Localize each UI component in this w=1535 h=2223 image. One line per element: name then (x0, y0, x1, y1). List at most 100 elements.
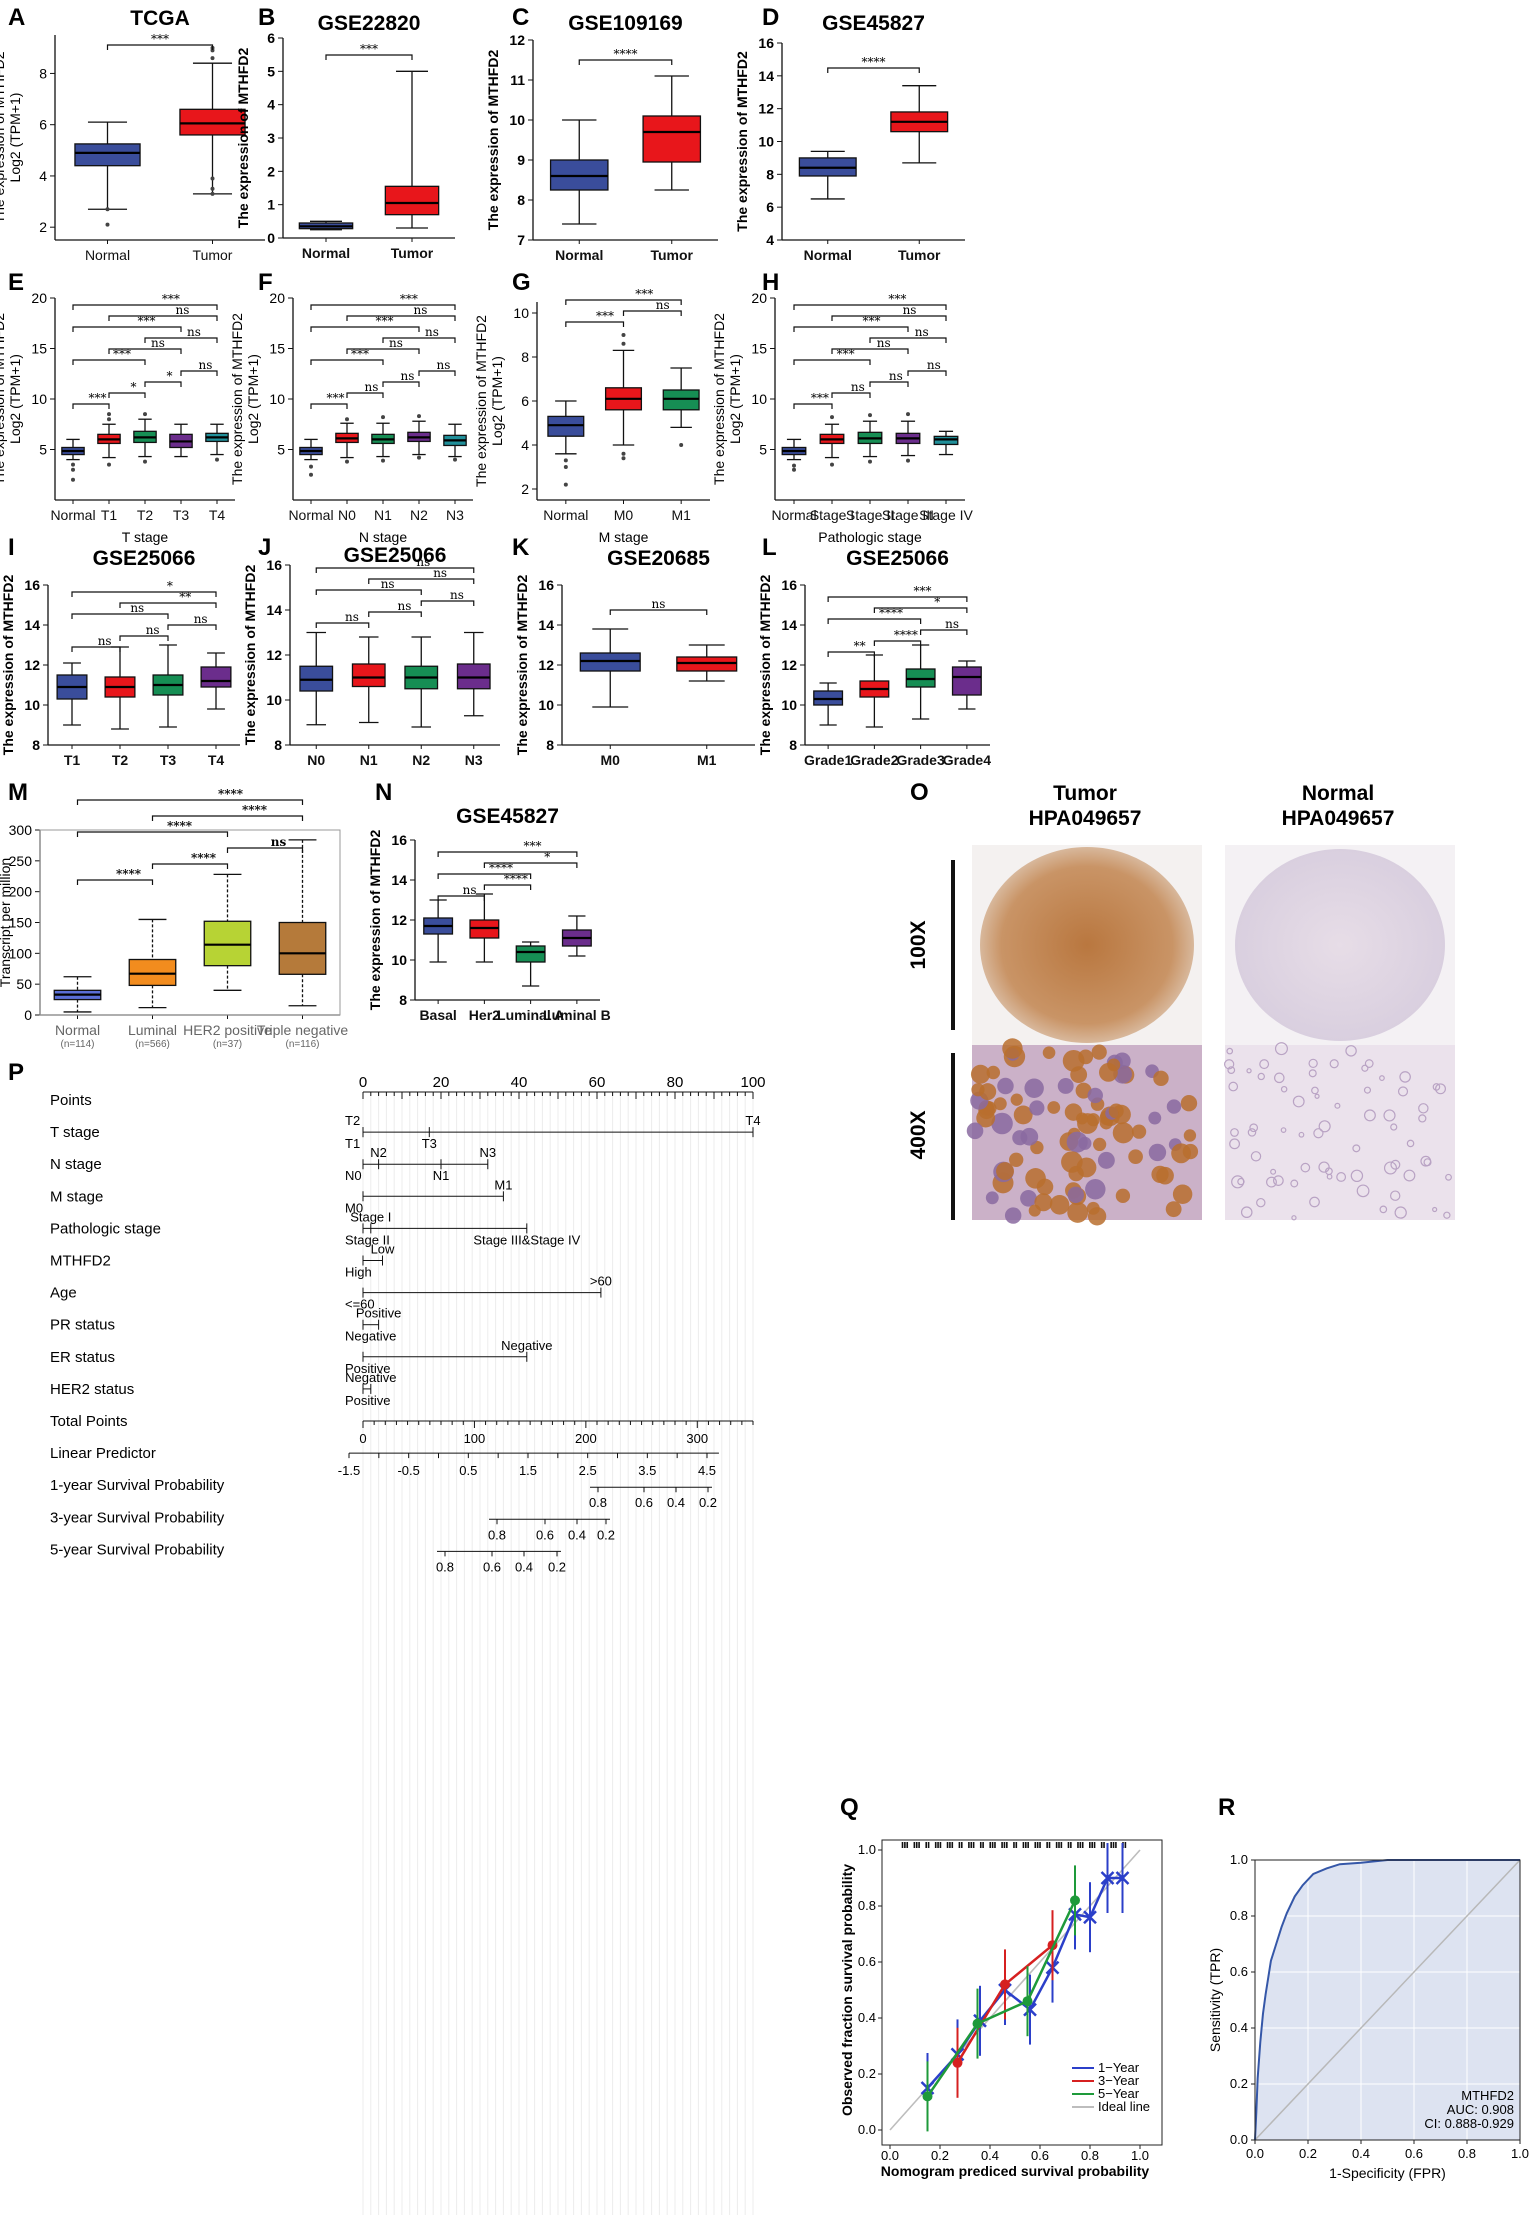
sig-label: ns (146, 623, 160, 637)
tumor-title: Tumor (1053, 782, 1117, 805)
normal-antibody-id: HPA049657 (1282, 807, 1395, 830)
outlier-point (563, 482, 568, 487)
x-tick-label: T1 (101, 507, 118, 523)
sig-bracket (382, 381, 420, 387)
tumor-nucleus (1112, 1122, 1134, 1144)
panel-letter-a: A (8, 4, 25, 31)
y-tick-label: 10 (758, 134, 774, 150)
chart-panel-c: GSE109169 7 8 9 10 11 12 The expression of MTHF… (485, 12, 718, 263)
nomogram-row-label: Points (50, 1092, 92, 1109)
x-tick-label: Grade1 (804, 752, 852, 768)
x-tick-label: 0.4 (981, 2148, 999, 2163)
y-tick-label: 16 (266, 557, 282, 573)
normal-cell (1345, 1045, 1357, 1057)
points-tick-label: 100 (740, 1074, 765, 1091)
normal-cell (1397, 1086, 1409, 1097)
x-tick-label: N0 (338, 507, 356, 523)
x-tick-label: N3 (465, 752, 483, 768)
y-axis-label: Sensitivity (TPR) (1207, 1948, 1223, 2052)
normal-cell (1237, 1177, 1245, 1186)
n-label: (n=116) (285, 1039, 319, 1050)
series-point (1115, 1871, 1130, 1885)
sig-bracket (310, 403, 348, 409)
y-axis-label: The expression of MTHFD2 (473, 315, 489, 487)
x-tick-label: M0 (601, 752, 621, 768)
sig-label: *** (400, 292, 418, 306)
sig-bracket (144, 381, 182, 387)
panel-letter-p: P (8, 1059, 24, 1086)
x-tick-label: Her2 (469, 1007, 500, 1023)
chart-title: TCGA (130, 7, 190, 30)
sig-bracket (151, 815, 304, 821)
tumor-nucleus (1034, 1193, 1053, 1212)
series-point (1000, 1979, 1010, 1990)
nomogram-row-label: M stage (50, 1188, 103, 1205)
sig-label: **** (218, 787, 244, 801)
tumor-nucleus (1064, 1103, 1083, 1121)
x-tick-label: M0 (614, 507, 634, 523)
normal-cell (1379, 1205, 1388, 1214)
sig-bracket (315, 589, 422, 595)
normal-cell (1361, 1064, 1369, 1072)
y-tick-label: 20 (751, 290, 767, 306)
y-tick-label: 0.8 (1230, 1908, 1248, 1923)
tumor-nucleus (1013, 1105, 1033, 1125)
normal-cell (1418, 1114, 1427, 1123)
sig-label: **** (614, 47, 638, 61)
sig-bracket (167, 624, 217, 630)
chart-panel-j: GSE25066 8 10 12 14 16 The expression of MTHFD… (242, 544, 500, 768)
x-tick-label: 1.0 (1511, 2146, 1529, 2161)
tumor-nucleus (1010, 1093, 1023, 1106)
y-tick-label: 8 (517, 192, 525, 208)
panel-letter-e: E (8, 269, 24, 296)
sig-bracket (108, 348, 182, 354)
box (128, 958, 177, 987)
normal-cell (1443, 1211, 1451, 1219)
sig-bracket (869, 381, 909, 387)
panel-letter-q: Q (840, 1794, 859, 1821)
nomogram-row-label: HER2 status (50, 1381, 134, 1398)
x-axis-label: 1-Specificity (FPR) (1329, 2165, 1446, 2181)
normal-cell (1356, 1184, 1370, 1198)
y-tick-label: 10 (269, 391, 285, 407)
sig-label: *** (360, 42, 378, 56)
normal-cell (1290, 1179, 1299, 1188)
nomogram-row-label: T stage (50, 1124, 100, 1141)
survival-tick-label: 0.6 (536, 1527, 554, 1542)
x-tick-label: Normal (771, 507, 816, 523)
normal-cell (1240, 1206, 1253, 1219)
y-tick-label: 4 (766, 232, 774, 248)
y-axis-label: The expression of MTHFD2 (229, 313, 245, 485)
y-tick-label: 150 (9, 915, 33, 931)
tumor-nucleus (1099, 1116, 1113, 1130)
box (515, 945, 546, 963)
outlier-point (417, 455, 421, 460)
x-tick-label: Tumor (391, 245, 434, 261)
y-tick-label: 1 (267, 197, 275, 213)
normal-cell (1300, 1162, 1311, 1173)
panel-letter-g: G (512, 269, 531, 296)
sig-label: *** (888, 292, 906, 306)
sig-bracket (226, 847, 304, 853)
total-tick-label: 0 (359, 1431, 366, 1446)
tumor-nucleus (996, 1162, 1014, 1181)
normal-cell (1274, 1042, 1288, 1056)
sig-label: ns (450, 588, 464, 602)
factor-level-label: T4 (745, 1113, 760, 1128)
sig-label: *** (162, 292, 180, 306)
plot-frame (1254, 1859, 1521, 2141)
factor-level-label: Stage III&Stage IV (473, 1232, 580, 1247)
y-tick-label: 12 (509, 32, 525, 48)
sig-label: *** (596, 309, 614, 323)
normal-cell (1329, 1059, 1339, 1069)
y-tick-label: 0.0 (858, 2122, 876, 2137)
outlier-point (830, 415, 834, 420)
tumor-nucleus (1115, 1188, 1131, 1203)
roc-panel: 0.0 0.2 0.4 0.6 0.8 1.0 0.0 0.2 0.4 0.6 0.8 1.0 1-Sp… (1207, 1852, 1529, 2181)
y-axis-label: The expression of MTHFD2 (0, 51, 7, 223)
outlier-point (417, 414, 421, 419)
series-line-2 (926, 1899, 1077, 2098)
x-tick-label: Stage III (882, 507, 934, 523)
sig-label: *** (326, 391, 344, 405)
